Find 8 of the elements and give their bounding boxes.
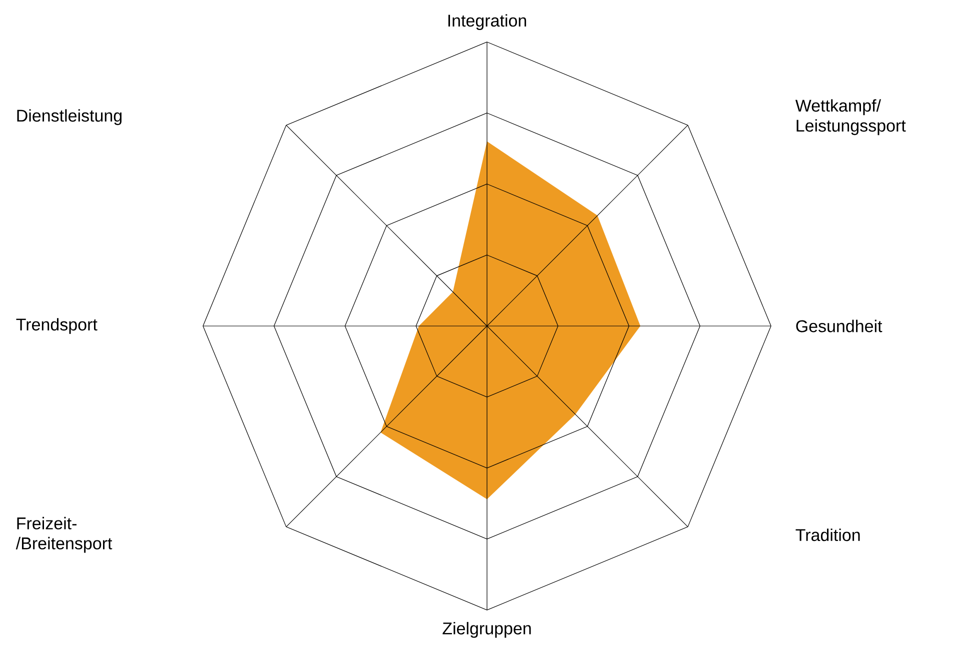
spoke-label: Tradition [796, 528, 860, 542]
spoke-label: Trendsport [16, 318, 98, 334]
spoke-label: Zielgruppen [442, 622, 531, 638]
spoke-label: Wettkampf/ Leistungssport [795, 99, 906, 136]
spoke-label: Freizeit-/Breitensport [16, 516, 112, 553]
spoke-label: Gesundheit [796, 320, 882, 332]
spoke-label: Dienstleistung [17, 109, 122, 126]
spoke-label: Integration [448, 14, 526, 30]
